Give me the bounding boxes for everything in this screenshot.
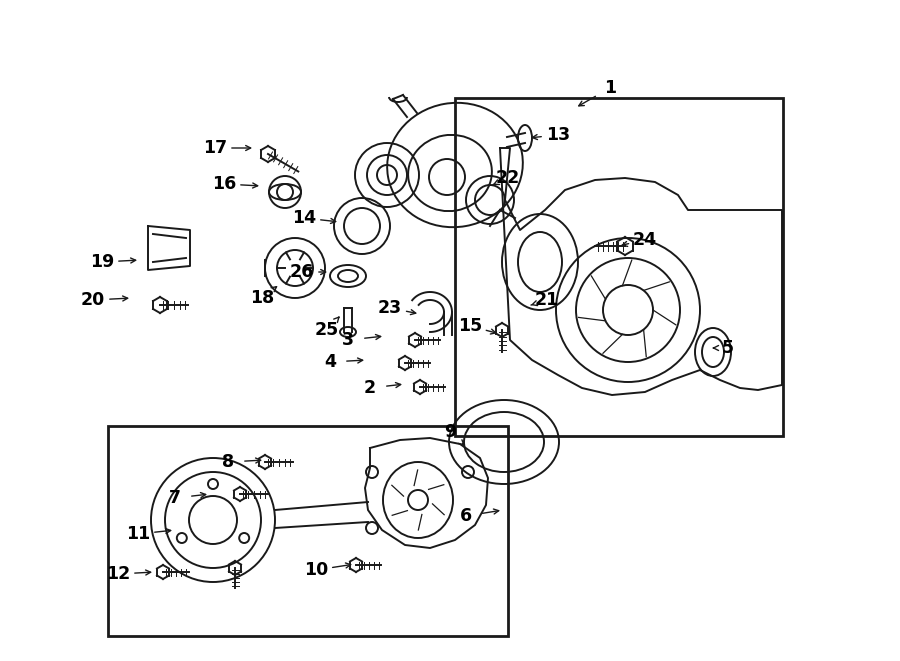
- Text: 8: 8: [222, 453, 234, 471]
- Text: 2: 2: [364, 379, 376, 397]
- Text: 1: 1: [604, 79, 617, 97]
- Text: 14: 14: [292, 209, 316, 227]
- Text: 11: 11: [126, 525, 150, 543]
- Text: 10: 10: [304, 561, 328, 579]
- Text: 9: 9: [444, 423, 456, 441]
- Text: 5: 5: [722, 339, 734, 357]
- Text: 25: 25: [315, 321, 339, 339]
- Bar: [455, 98, 783, 436]
- Text: 20: 20: [81, 291, 105, 309]
- Text: 4: 4: [324, 353, 336, 371]
- Text: 16: 16: [212, 175, 236, 193]
- Text: 26: 26: [290, 263, 314, 281]
- Bar: [108, 426, 508, 636]
- Text: 19: 19: [90, 253, 114, 271]
- Text: 24: 24: [633, 231, 657, 249]
- Text: 21: 21: [535, 291, 559, 309]
- Text: 18: 18: [250, 289, 274, 307]
- Text: 22: 22: [496, 169, 520, 187]
- Text: 23: 23: [378, 299, 402, 317]
- Text: 17: 17: [202, 139, 227, 157]
- Text: 15: 15: [458, 317, 482, 335]
- Text: 12: 12: [106, 565, 130, 583]
- Text: 7: 7: [169, 489, 181, 507]
- Text: 6: 6: [460, 507, 473, 525]
- Text: 3: 3: [342, 331, 354, 349]
- Text: 13: 13: [546, 126, 570, 144]
